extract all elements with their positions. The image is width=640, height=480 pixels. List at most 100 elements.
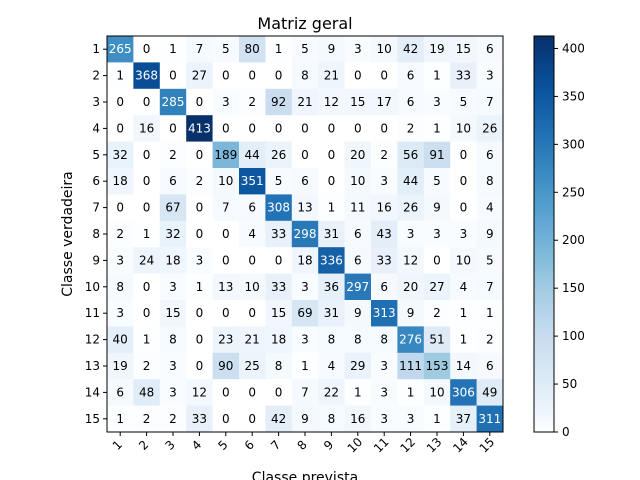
heatmap-cell (344, 88, 372, 116)
heatmap-cell-labels: 265 0 1 7 5 80 1 5 9 3 10 42 19 15 61 368 0 27 0 0 0 8 21 0 0 6 1 3… (109, 42, 502, 426)
cell-value-label: 0 (275, 253, 283, 267)
heatmap-cell (107, 326, 134, 354)
cell-value-label: 0 (143, 280, 151, 294)
cell-value-label: 265 (109, 42, 132, 56)
cell-value-label: 0 (248, 412, 256, 426)
cell-value-label: 3 (301, 333, 309, 347)
heatmap-cell (107, 379, 134, 406)
heatmap-cell (423, 326, 451, 354)
cell-value-label: 10 (245, 280, 260, 294)
heatmap-cell (239, 300, 266, 327)
heatmap-cell (133, 247, 161, 274)
x-axis-ticks: 1 2 3 4 5 6 7 8 9 10 11 12 13 14 15 (110, 432, 497, 456)
cell-value-label: 33 (271, 227, 286, 241)
heatmap-cell (212, 220, 240, 248)
cell-value-label: 6 (301, 174, 309, 188)
cell-value-label: 49 (482, 385, 497, 399)
x-tick-label: 14 (450, 435, 471, 456)
cell-value-label: 37 (456, 412, 471, 426)
cell-value-label: 12 (324, 95, 339, 109)
cell-value-label: 10 (456, 253, 471, 267)
heatmap-cell (133, 352, 161, 380)
heatmap-cell (318, 273, 345, 301)
heatmap-cell (186, 168, 213, 195)
y-tick-label: 8 (92, 227, 100, 241)
colorbar-tick-label: 100 (562, 329, 585, 343)
cell-value-label: 2 (433, 306, 441, 320)
cell-value-label: 7 (301, 385, 309, 399)
cell-value-label: 16 (139, 121, 154, 135)
heatmap-cell (107, 194, 134, 222)
colorbar-tick-label: 200 (562, 233, 585, 247)
heatmap-cell (186, 379, 213, 406)
cell-value-label: 3 (169, 385, 177, 399)
heatmap-cell (291, 62, 319, 90)
cell-value-label: 153 (426, 359, 449, 373)
y-tick-label: 4 (92, 121, 100, 135)
cell-value-label: 17 (377, 95, 392, 109)
heatmap-cell (239, 379, 266, 406)
cell-value-label: 0 (275, 69, 283, 83)
cell-value-label: 18 (271, 333, 286, 347)
cell-value-label: 29 (350, 359, 365, 373)
cell-value-label: 3 (169, 280, 177, 294)
heatmap-cell (371, 247, 398, 274)
cell-value-label: 7 (486, 280, 494, 294)
heatmap-cell (133, 36, 161, 63)
cell-value-label: 0 (196, 359, 204, 373)
heatmap-cell (265, 247, 293, 274)
cell-value-label: 111 (399, 359, 422, 373)
heatmap-cell (239, 273, 266, 301)
heatmap-cell (450, 220, 477, 248)
heatmap-cell (133, 115, 161, 142)
heatmap-cell (159, 326, 187, 354)
heatmap-cell (239, 62, 266, 90)
cell-value-label: 3 (116, 253, 124, 267)
cell-value-label: 9 (301, 412, 309, 426)
heatmap-cell (133, 405, 161, 433)
heatmap-cell (371, 326, 398, 354)
heatmap-cell (423, 168, 451, 195)
heatmap-cell (107, 115, 134, 142)
heatmap-cell (133, 141, 161, 169)
cell-value-label: 43 (377, 227, 392, 241)
heatmap-cell (159, 379, 187, 406)
cell-value-label: 0 (222, 412, 230, 426)
heatmap-cell (159, 300, 187, 327)
cell-value-label: 0 (460, 174, 468, 188)
cell-value-label: 0 (143, 201, 151, 215)
cell-value-label: 18 (113, 174, 128, 188)
heatmap-cell (291, 352, 319, 380)
cell-value-label: 5 (486, 253, 494, 267)
heatmap-cell (239, 36, 266, 63)
y-tick-label: 9 (92, 253, 100, 267)
heatmap-cell (344, 273, 372, 301)
cell-value-label: 9 (486, 227, 494, 241)
x-tick-label: 4 (189, 438, 204, 453)
cell-value-label: 0 (196, 148, 204, 162)
heatmap-cell (344, 115, 372, 142)
cell-value-label: 7 (222, 201, 230, 215)
cell-value-label: 12 (403, 253, 418, 267)
cell-value-label: 1 (354, 385, 362, 399)
y-tick-label: 5 (92, 148, 100, 162)
cell-value-label: 0 (143, 42, 151, 56)
heatmap-cell (397, 379, 425, 406)
heatmap-cell (450, 88, 477, 116)
y-tick-label: 2 (92, 69, 100, 83)
heatmap-cell (344, 194, 372, 222)
heatmap-cell (476, 405, 504, 433)
heatmap-cell (318, 88, 345, 116)
cell-value-label: 21 (245, 333, 260, 347)
cell-value-label: 0 (222, 253, 230, 267)
cell-value-label: 1 (275, 42, 283, 56)
cell-value-label: 33 (377, 253, 392, 267)
cell-value-label: 48 (139, 385, 154, 399)
cell-value-label: 33 (271, 280, 286, 294)
heatmap-cell (186, 88, 213, 116)
heatmap-cell (397, 36, 425, 63)
cell-value-label: 1 (169, 42, 177, 56)
cell-value-label: 8 (169, 333, 177, 347)
heatmap-cell (186, 220, 213, 248)
